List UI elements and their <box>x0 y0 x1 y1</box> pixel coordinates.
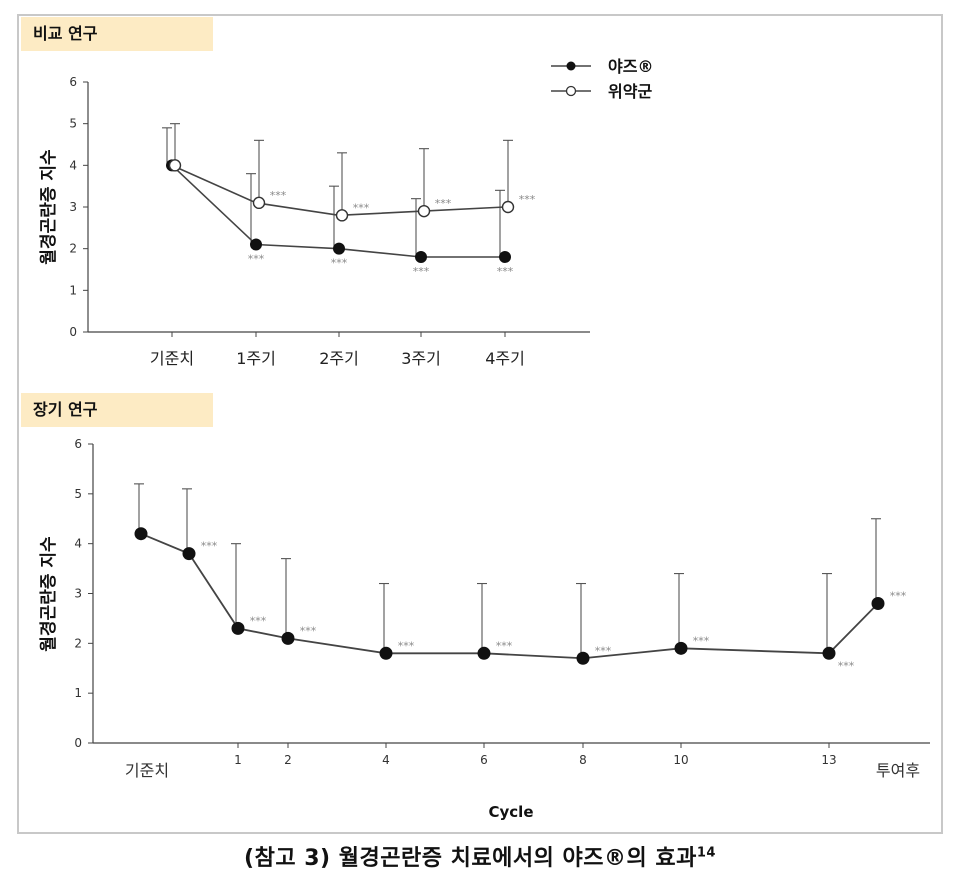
chart1-annotation: *** <box>435 197 452 210</box>
chart1-series-line <box>171 164 506 217</box>
chart2-x-tick-label: 1 <box>234 753 242 767</box>
chart2-annotation: *** <box>838 659 855 672</box>
chart1-point <box>501 200 515 214</box>
chart1-annotation: *** <box>353 201 370 214</box>
chart2-x-axis-label: Cycle <box>489 803 534 821</box>
chart1-legend-label: 야즈® <box>608 57 653 76</box>
chart1-y-axis-label: 월경곤란증 지수 <box>39 149 59 265</box>
chart2-annotation: *** <box>300 624 317 637</box>
chart1-x-tick-label: 2주기 <box>319 349 359 368</box>
chart2-y-tick-label: 5 <box>74 487 82 501</box>
chart2-title: 장기 연구 <box>21 393 213 427</box>
caption-text: (참고 3) 월경곤란증 치료에서의 야즈®의 효과 <box>244 846 697 871</box>
chart2-point <box>822 646 836 660</box>
chart2-point <box>281 631 295 645</box>
chart1-y-tick-label: 4 <box>69 158 77 172</box>
chart1-x-tick-label: 4주기 <box>485 349 525 368</box>
chart1-x-tick-label: 기준치 <box>150 349 194 368</box>
chart1-y-tick-label: 1 <box>69 283 77 297</box>
figure-caption: (참고 3) 월경곤란증 치료에서의 야즈®의 효과14 <box>0 840 960 872</box>
chart2-y-tick-label: 0 <box>74 736 82 750</box>
chart1-point <box>499 251 511 263</box>
chart1-title: 비교 연구 <box>21 17 213 51</box>
chart2-x-tick-label: 6 <box>480 753 488 767</box>
chart2-point <box>231 621 245 635</box>
chart1-annotation: *** <box>519 193 536 206</box>
chart2-point <box>182 547 196 561</box>
chart2-x-tick-label: 투여후 <box>876 761 920 780</box>
chart2-point <box>477 646 491 660</box>
chart1-y-tick-label: 6 <box>69 75 77 89</box>
chart2-y-tick-label: 2 <box>74 636 82 650</box>
chart1-y-tick-label: 0 <box>69 325 77 339</box>
chart1-annotation: *** <box>270 189 287 202</box>
chart2-annotation: *** <box>693 634 710 647</box>
chart2-series-line <box>140 532 879 660</box>
chart2-annotation: *** <box>496 639 513 652</box>
chart1-y-tick-label: 3 <box>69 200 77 214</box>
chart1-y-tick-label: 2 <box>69 242 77 256</box>
chart2-x-tick-label: 10 <box>673 753 688 767</box>
chart2-y-tick-label: 1 <box>74 686 82 700</box>
chart1-annotation: *** <box>248 253 265 266</box>
chart1-point <box>335 209 349 222</box>
chart2-point <box>576 651 590 665</box>
chart1-point <box>333 242 345 255</box>
chart2-y-tick-label: 3 <box>74 587 82 601</box>
chart2-annotation: *** <box>250 614 267 627</box>
chart2-x-tick-label: 기준치 <box>125 761 169 780</box>
chart2-annotation: *** <box>201 540 218 553</box>
chart2-x-tick-label: 2 <box>284 753 292 767</box>
chart2-point <box>871 596 885 610</box>
chart2-x-tick-label: 13 <box>821 753 836 767</box>
chart1-point <box>168 159 182 172</box>
chart2-x-tick-label: 8 <box>579 753 587 767</box>
chart1-legend-marker <box>566 61 576 71</box>
chart2-point <box>379 646 393 660</box>
chart2-annotation: *** <box>398 639 415 652</box>
chart1-point <box>417 204 431 218</box>
chart2-x-tick-label: 4 <box>382 753 390 767</box>
chart1-x-tick-label: 1주기 <box>236 349 276 368</box>
chart2-point <box>674 641 688 655</box>
caption-ref: 14 <box>696 845 716 861</box>
chart1-point <box>252 196 266 210</box>
chart2-annotation: *** <box>595 644 612 657</box>
chart1-legend-label: 위약군 <box>608 82 652 101</box>
chart1-point <box>250 238 262 251</box>
chart2-point <box>134 527 148 541</box>
chart2-y-tick-label: 6 <box>74 437 82 451</box>
chart1-annotation: *** <box>497 265 514 278</box>
chart1-annotation: *** <box>331 257 348 270</box>
chart1-y-tick-label: 5 <box>69 117 77 131</box>
chart1-x-tick-label: 3주기 <box>401 349 441 368</box>
chart1-point <box>415 251 427 263</box>
chart1-annotation: *** <box>413 265 430 278</box>
chart1-legend-marker <box>565 85 577 97</box>
chart2-y-tick-label: 4 <box>74 537 82 551</box>
chart2-y-axis-label: 월경곤란증 지수 <box>39 536 59 652</box>
chart2-annotation: *** <box>890 589 907 602</box>
